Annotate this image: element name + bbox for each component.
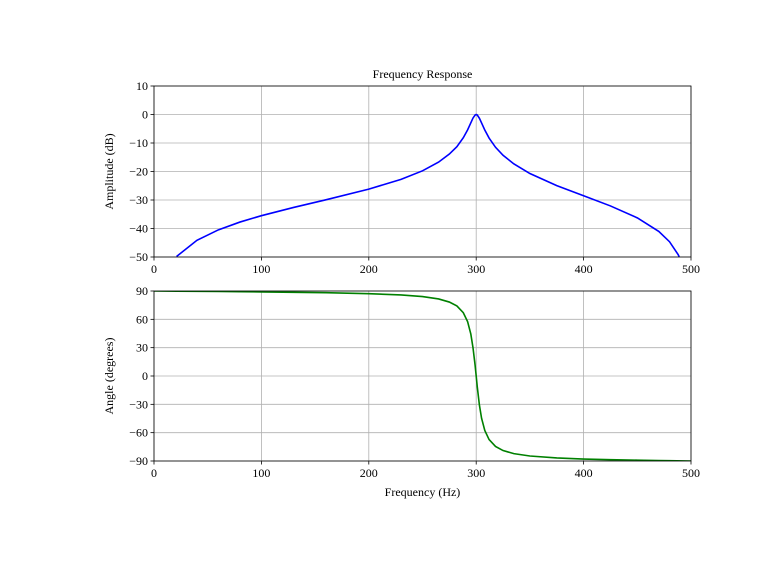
y-tick-label: −40 [129, 222, 148, 236]
x-tick-label: 100 [252, 466, 270, 480]
y-tick-label: −30 [129, 397, 148, 411]
axes-frame [153, 290, 692, 462]
x-tick-label: 500 [682, 262, 700, 276]
y-tick-label: −30 [129, 193, 148, 207]
x-tick-label: 200 [360, 262, 378, 276]
y-axis-label: Angle (degrees) [102, 338, 116, 415]
data-line [154, 291, 691, 461]
chart-title: Frequency Response [373, 67, 473, 81]
y-tick-label: 0 [142, 108, 148, 122]
plot-area [154, 291, 691, 461]
y-tick-label: −20 [129, 165, 148, 179]
y-tick-label: 90 [136, 284, 148, 298]
x-tick-label: 0 [151, 262, 157, 276]
data-line [176, 113, 680, 257]
y-tick-label: −60 [129, 426, 148, 440]
x-tick-label: 100 [252, 262, 270, 276]
plot-area [176, 113, 680, 257]
y-tick-label: −50 [129, 250, 148, 264]
x-tick-label: 400 [575, 466, 593, 480]
x-tick-label: 300 [467, 262, 485, 276]
y-axis-label: Amplitude (dB) [102, 133, 116, 209]
x-tick-label: 500 [682, 466, 700, 480]
y-tick-label: −90 [129, 454, 148, 468]
y-tick-label: 60 [136, 312, 148, 326]
x-tick-label: 300 [467, 466, 485, 480]
y-tick-label: 30 [136, 341, 148, 355]
axes-frame [153, 85, 692, 258]
y-tick-label: 0 [142, 369, 148, 383]
x-axis-label: Frequency (Hz) [385, 485, 461, 499]
y-tick-label: 10 [136, 79, 148, 93]
y-tick-label: −10 [129, 136, 148, 150]
x-tick-label: 200 [360, 466, 378, 480]
x-tick-label: 0 [151, 466, 157, 480]
x-tick-label: 400 [575, 262, 593, 276]
